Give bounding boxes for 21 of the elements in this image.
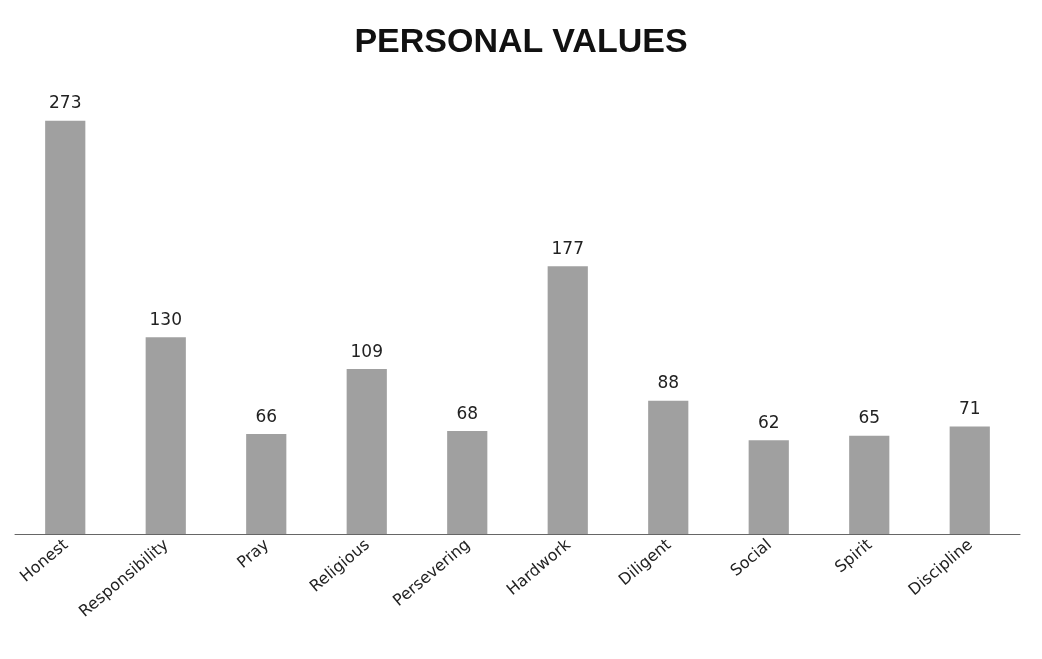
data-label: 130 — [149, 308, 182, 329]
bar — [45, 120, 86, 534]
data-label: 88 — [657, 372, 680, 393]
data-label: 68 — [456, 402, 479, 423]
bar — [547, 266, 588, 534]
bar — [648, 400, 689, 534]
bar — [748, 440, 789, 534]
data-label: 62 — [757, 411, 780, 432]
bar — [346, 369, 387, 534]
bar — [949, 426, 990, 534]
data-label: 71 — [958, 398, 981, 419]
bar — [145, 337, 186, 534]
data-label: 177 — [551, 237, 584, 258]
data-label: 273 — [49, 92, 82, 113]
bar — [447, 431, 488, 534]
chart-title: PERSONAL VALUES — [354, 21, 688, 59]
bar — [246, 434, 287, 534]
bar — [849, 435, 890, 534]
data-label: 109 — [350, 340, 383, 361]
data-label: 65 — [858, 407, 881, 428]
data-label: 66 — [255, 405, 278, 426]
